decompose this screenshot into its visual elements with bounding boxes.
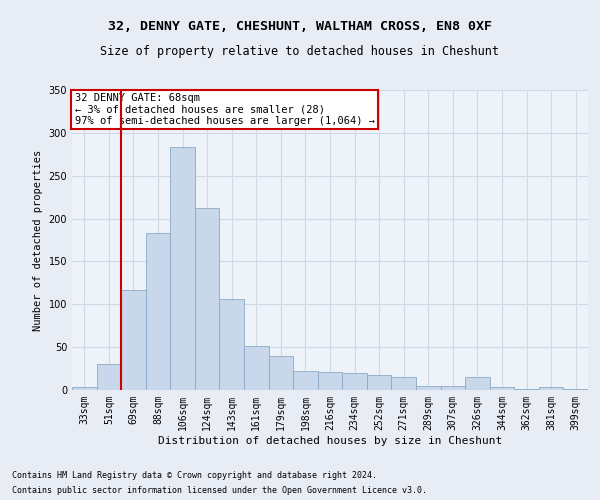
Bar bbox=[220, 299, 244, 390]
Bar bbox=[416, 386, 440, 390]
Bar bbox=[170, 146, 195, 390]
Bar bbox=[367, 376, 391, 390]
Bar bbox=[269, 356, 293, 390]
Text: Contains HM Land Registry data © Crown copyright and database right 2024.: Contains HM Land Registry data © Crown c… bbox=[12, 471, 377, 480]
Bar bbox=[539, 388, 563, 390]
Text: Contains public sector information licensed under the Open Government Licence v3: Contains public sector information licen… bbox=[12, 486, 427, 495]
Bar bbox=[440, 386, 465, 390]
Bar bbox=[318, 372, 342, 390]
Bar bbox=[97, 364, 121, 390]
Bar bbox=[293, 371, 318, 390]
Bar bbox=[465, 377, 490, 390]
X-axis label: Distribution of detached houses by size in Cheshunt: Distribution of detached houses by size … bbox=[158, 436, 502, 446]
Bar bbox=[72, 386, 97, 390]
Bar bbox=[391, 377, 416, 390]
Bar bbox=[244, 346, 269, 390]
Bar bbox=[121, 290, 146, 390]
Bar bbox=[563, 389, 588, 390]
Text: 32, DENNY GATE, CHESHUNT, WALTHAM CROSS, EN8 0XF: 32, DENNY GATE, CHESHUNT, WALTHAM CROSS,… bbox=[108, 20, 492, 33]
Bar bbox=[195, 208, 220, 390]
Bar bbox=[514, 389, 539, 390]
Bar bbox=[146, 233, 170, 390]
Y-axis label: Number of detached properties: Number of detached properties bbox=[33, 150, 43, 330]
Bar bbox=[490, 388, 514, 390]
Text: 32 DENNY GATE: 68sqm
← 3% of detached houses are smaller (28)
97% of semi-detach: 32 DENNY GATE: 68sqm ← 3% of detached ho… bbox=[74, 93, 374, 126]
Text: Size of property relative to detached houses in Cheshunt: Size of property relative to detached ho… bbox=[101, 45, 499, 58]
Bar bbox=[342, 373, 367, 390]
